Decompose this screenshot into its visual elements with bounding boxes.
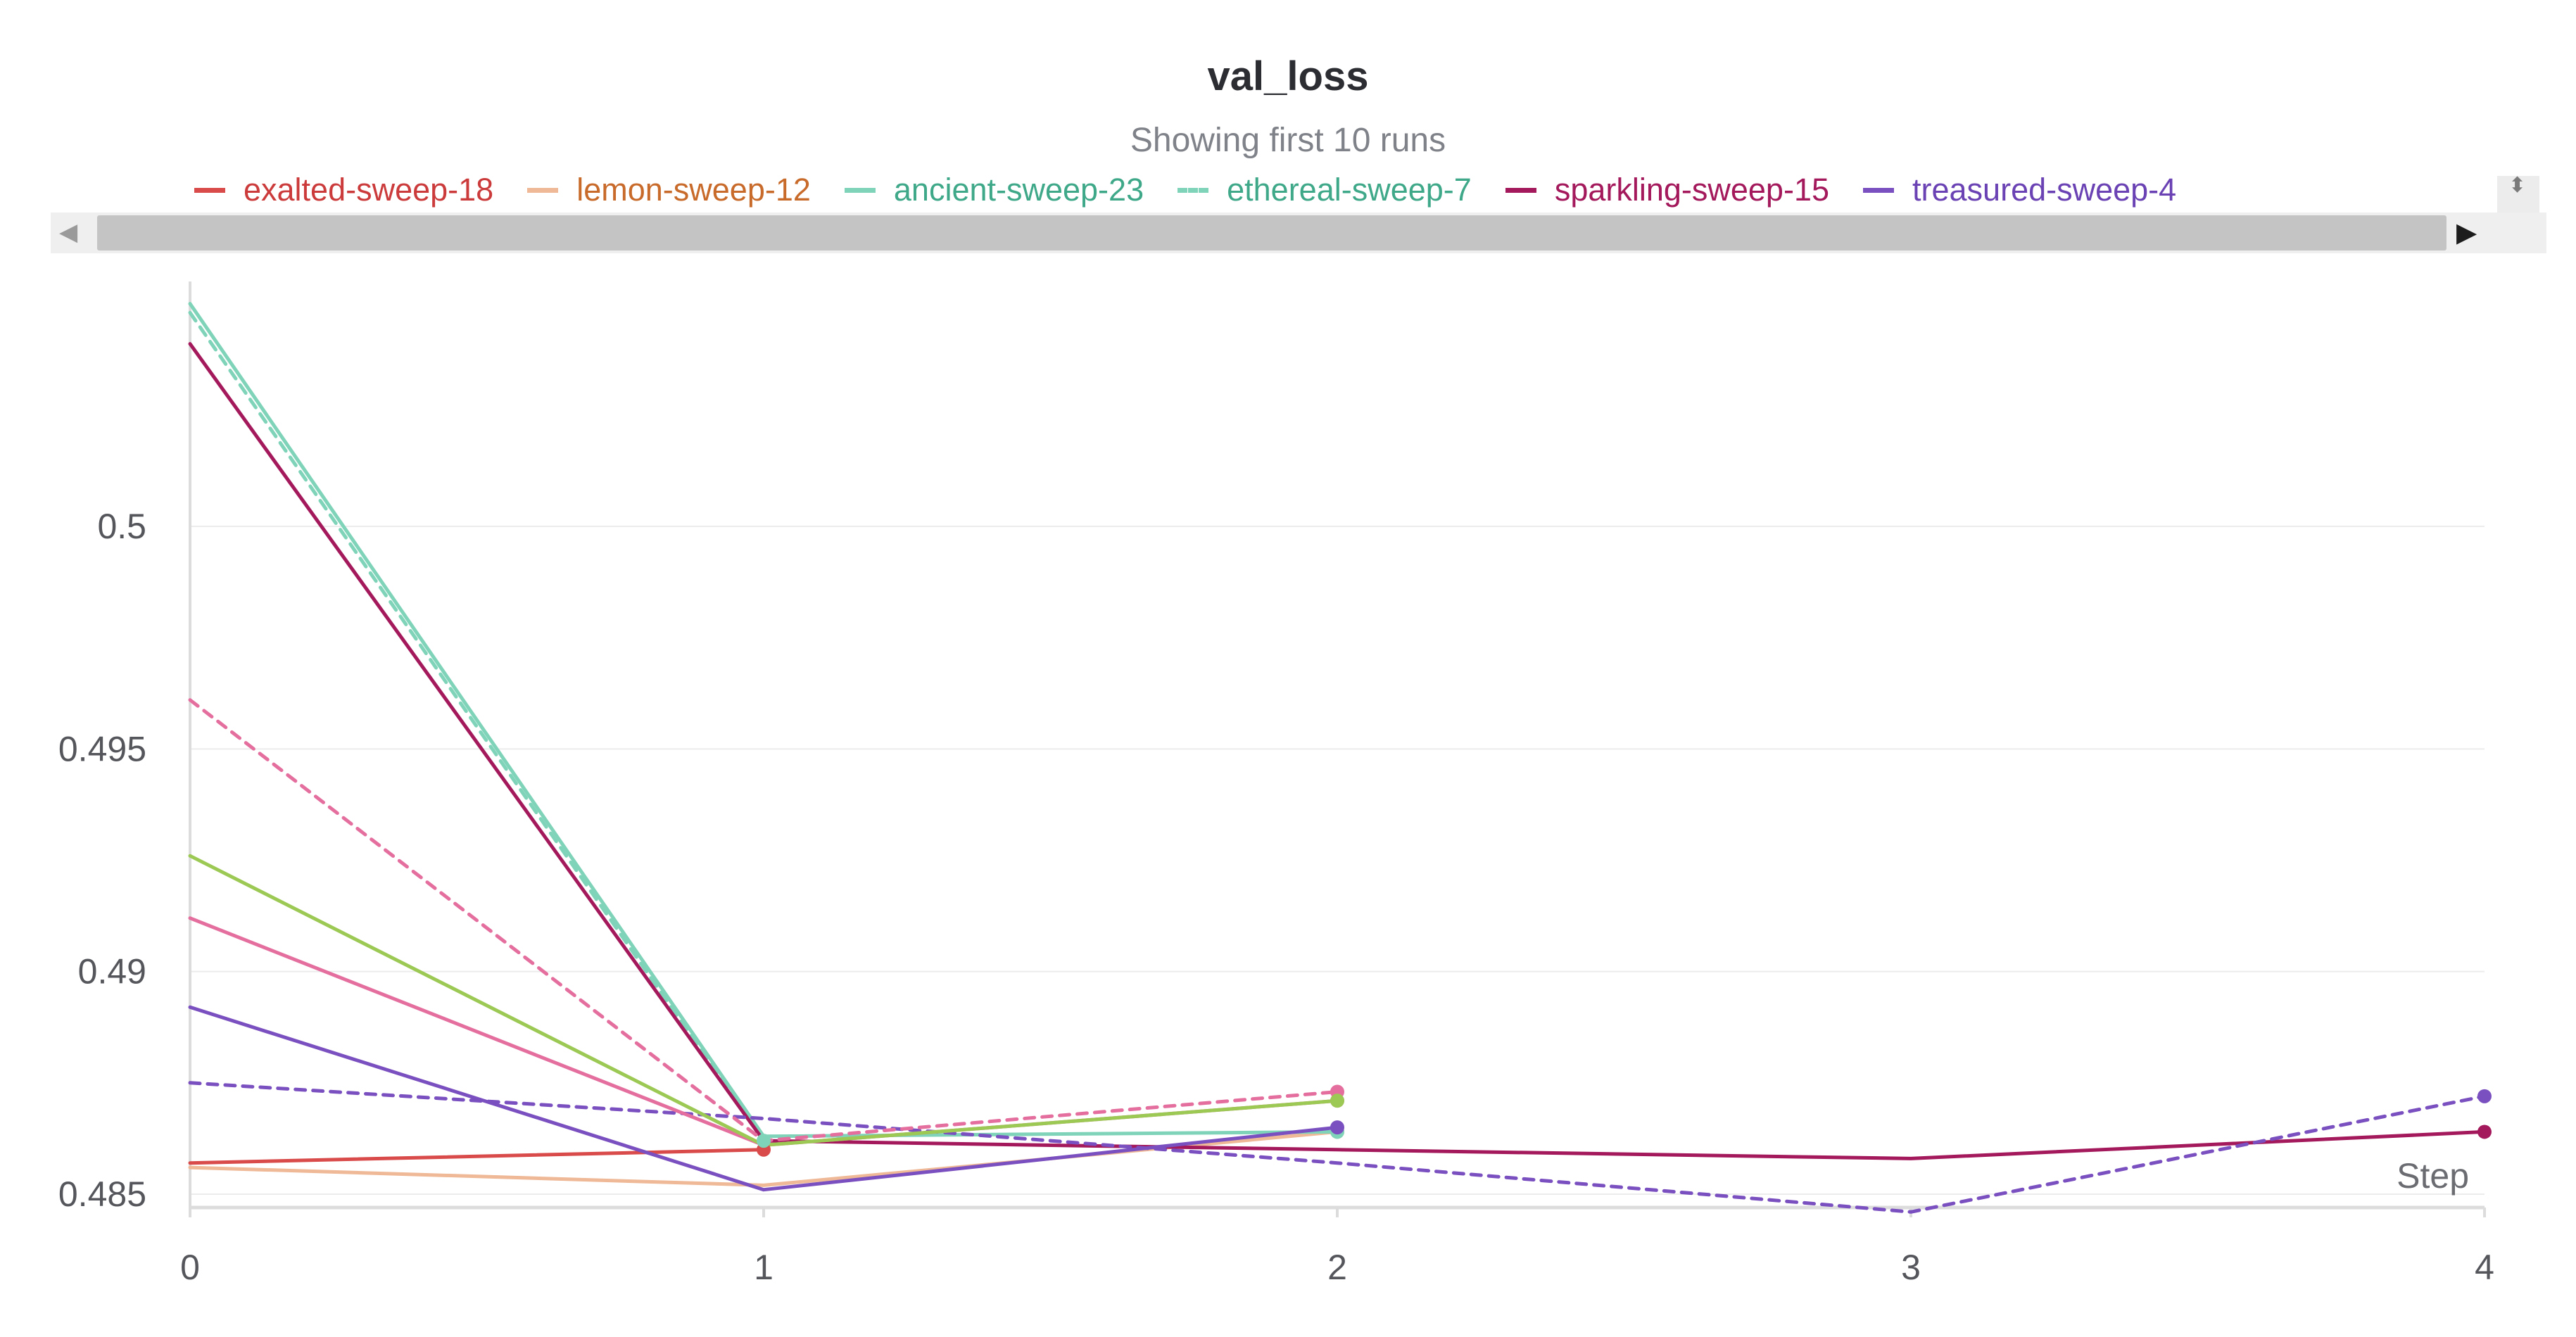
- series-line: [188, 698, 1339, 1143]
- legend-swatch: [1177, 187, 1209, 193]
- tick-labels: 0.485 0.49 0.495 0.5 0 1 2 3 4 Step: [58, 507, 2494, 1287]
- series-end-point: [1330, 1094, 1344, 1108]
- x-axis-label: Step: [2397, 1156, 2469, 1196]
- series-line: [188, 342, 2487, 1160]
- series-end-point: [2477, 1089, 2492, 1103]
- legend-item[interactable]: treasured-sweep-4: [1863, 172, 2176, 208]
- series-line: [188, 1081, 2487, 1214]
- scroll-left-arrow-icon[interactable]: ◀: [59, 219, 78, 246]
- legend-label: ethereal-sweep-7: [1227, 172, 1472, 208]
- legend-swatch: [844, 187, 876, 193]
- grid-lines: [190, 525, 2485, 1196]
- legend-scroll-thumb[interactable]: [97, 215, 2446, 251]
- x-tick-label: 0: [180, 1248, 200, 1287]
- legend-swatch: [1505, 187, 1536, 193]
- x-tick-label: 4: [2475, 1248, 2494, 1287]
- chart-legend: exalted-sweep-18 lemon-sweep-12 ancient-sw…: [194, 169, 2482, 211]
- series-line: [188, 302, 1339, 1139]
- legend-label: sparkling-sweep-15: [1554, 172, 1830, 208]
- series-end-point: [757, 1134, 771, 1148]
- legend-swatch: [527, 187, 559, 193]
- chart-title: val_loss: [1207, 53, 1369, 99]
- chart-subtitle: Showing first 10 runs: [1130, 122, 1446, 159]
- y-tick-label: 0.485: [58, 1174, 146, 1214]
- legend-item[interactable]: sparkling-sweep-15: [1505, 172, 1829, 208]
- series-end-point: [2477, 1124, 2492, 1139]
- legend-item[interactable]: ancient-sweep-23: [844, 172, 1144, 208]
- x-tick-label: 1: [754, 1248, 774, 1287]
- series-line: [188, 310, 766, 1143]
- legend-label: ancient-sweep-23: [893, 172, 1144, 208]
- series-line: [188, 854, 1339, 1147]
- y-tick-label: 0.495: [58, 729, 146, 768]
- legend-item[interactable]: lemon-sweep-12: [527, 172, 811, 208]
- legend-swatch: [194, 187, 225, 193]
- series-end-point: [1330, 1120, 1344, 1135]
- legend-label: treasured-sweep-4: [1912, 172, 2177, 208]
- y-tick-label: 0.49: [78, 952, 146, 991]
- series-lines: [188, 302, 2487, 1214]
- x-tick-label: 2: [1327, 1248, 1347, 1287]
- scroll-right-arrow-icon[interactable]: ▶: [2456, 218, 2477, 248]
- x-tick-label: 3: [1901, 1248, 1921, 1287]
- legend-expand-icon[interactable]: ⬍: [2508, 174, 2527, 197]
- legend-swatch: [1863, 187, 1895, 193]
- legend-item[interactable]: ethereal-sweep-7: [1177, 172, 1472, 208]
- series-line: [188, 1148, 766, 1165]
- legend-label: exalted-sweep-18: [244, 172, 494, 208]
- series-end-points: [757, 1084, 2492, 1157]
- series-line: [188, 1005, 1339, 1192]
- series-line: [188, 916, 1339, 1147]
- legend-label: lemon-sweep-12: [576, 172, 811, 208]
- y-tick-label: 0.5: [97, 507, 146, 546]
- legend-scrollbar[interactable]: ◀ ▶: [51, 213, 2546, 253]
- legend-item[interactable]: exalted-sweep-18: [194, 172, 493, 208]
